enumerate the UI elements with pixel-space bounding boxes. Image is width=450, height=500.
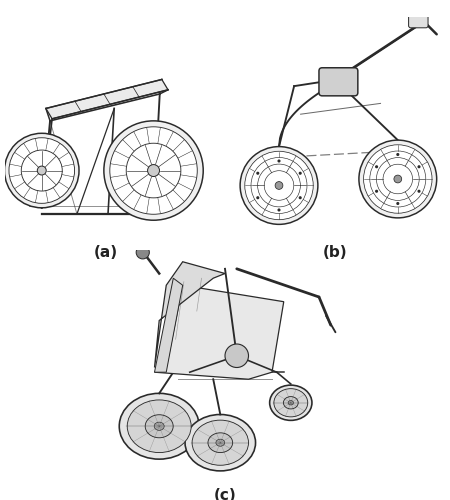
Circle shape	[414, 0, 423, 8]
Circle shape	[418, 165, 421, 168]
Text: (a): (a)	[94, 245, 118, 260]
Circle shape	[225, 344, 248, 368]
Ellipse shape	[119, 394, 199, 459]
Circle shape	[278, 208, 280, 212]
Circle shape	[278, 160, 280, 162]
Polygon shape	[154, 285, 284, 379]
Circle shape	[256, 196, 259, 200]
Ellipse shape	[185, 414, 256, 471]
Circle shape	[396, 153, 399, 156]
Ellipse shape	[154, 422, 164, 430]
Circle shape	[375, 190, 378, 193]
Polygon shape	[46, 80, 168, 119]
Ellipse shape	[192, 420, 248, 466]
Ellipse shape	[274, 388, 308, 417]
Ellipse shape	[145, 414, 173, 438]
Ellipse shape	[208, 433, 233, 452]
FancyBboxPatch shape	[319, 68, 358, 96]
Text: (b): (b)	[323, 245, 347, 260]
Ellipse shape	[216, 439, 225, 446]
Polygon shape	[154, 278, 183, 372]
Circle shape	[136, 246, 149, 259]
Circle shape	[418, 190, 421, 193]
Ellipse shape	[127, 400, 191, 452]
Circle shape	[394, 175, 402, 183]
Circle shape	[240, 146, 318, 224]
Text: (c): (c)	[214, 488, 236, 500]
Circle shape	[359, 140, 436, 218]
Circle shape	[299, 196, 302, 200]
Ellipse shape	[270, 385, 312, 420]
Circle shape	[37, 166, 46, 175]
Circle shape	[104, 121, 203, 220]
Circle shape	[256, 172, 259, 175]
Ellipse shape	[284, 396, 298, 409]
Ellipse shape	[288, 400, 293, 405]
Circle shape	[110, 127, 197, 214]
Circle shape	[275, 182, 283, 190]
Circle shape	[396, 202, 399, 205]
Circle shape	[9, 138, 75, 203]
Circle shape	[4, 134, 79, 208]
Circle shape	[245, 152, 313, 220]
Circle shape	[364, 145, 432, 213]
Polygon shape	[154, 262, 225, 368]
Circle shape	[299, 172, 302, 175]
Circle shape	[375, 165, 378, 168]
Circle shape	[148, 164, 159, 176]
FancyBboxPatch shape	[409, 4, 428, 28]
